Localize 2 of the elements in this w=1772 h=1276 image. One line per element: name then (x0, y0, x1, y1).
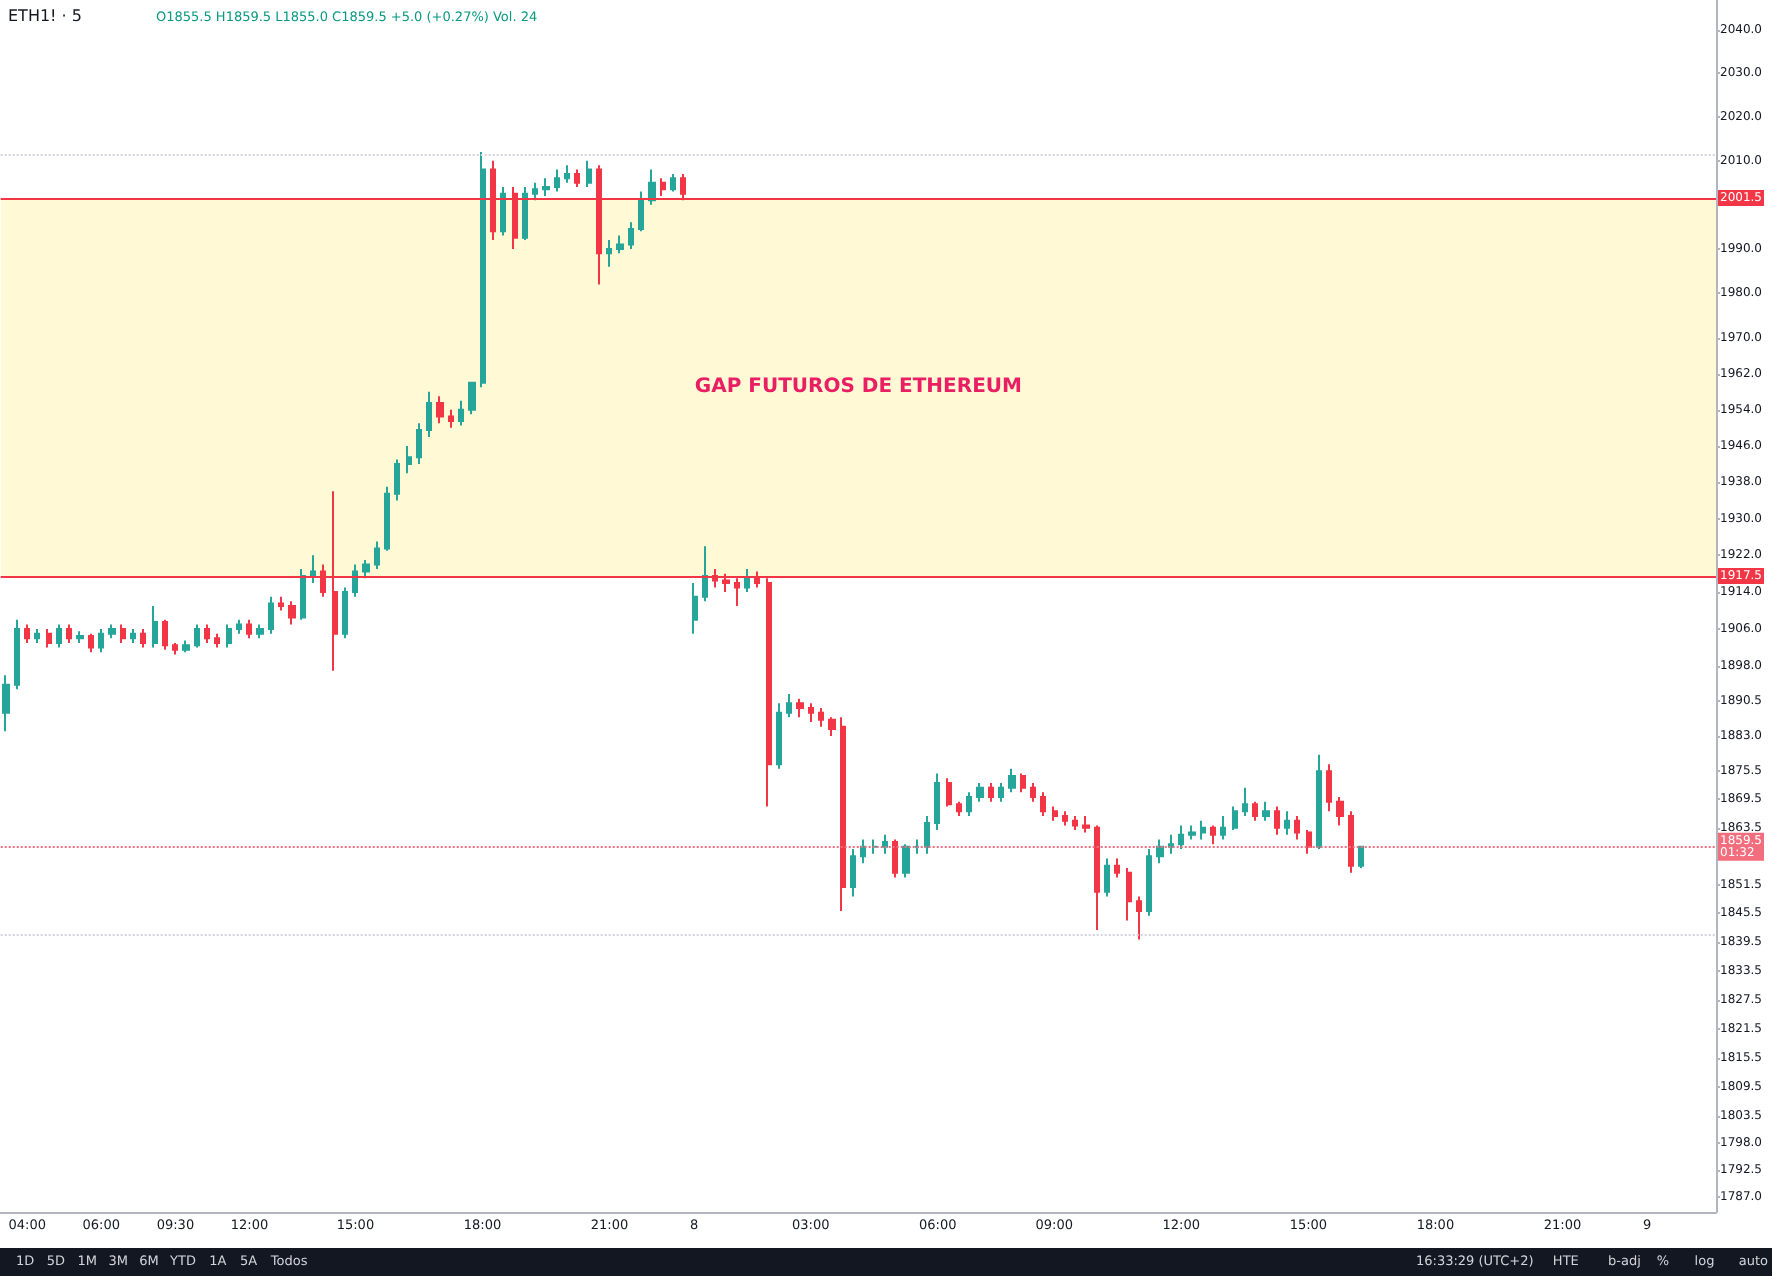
band-label: GAP FUTUROS DE ETHEREUM (694, 376, 1023, 399)
chart-title: ETH1! · 5 (8, 7, 82, 25)
